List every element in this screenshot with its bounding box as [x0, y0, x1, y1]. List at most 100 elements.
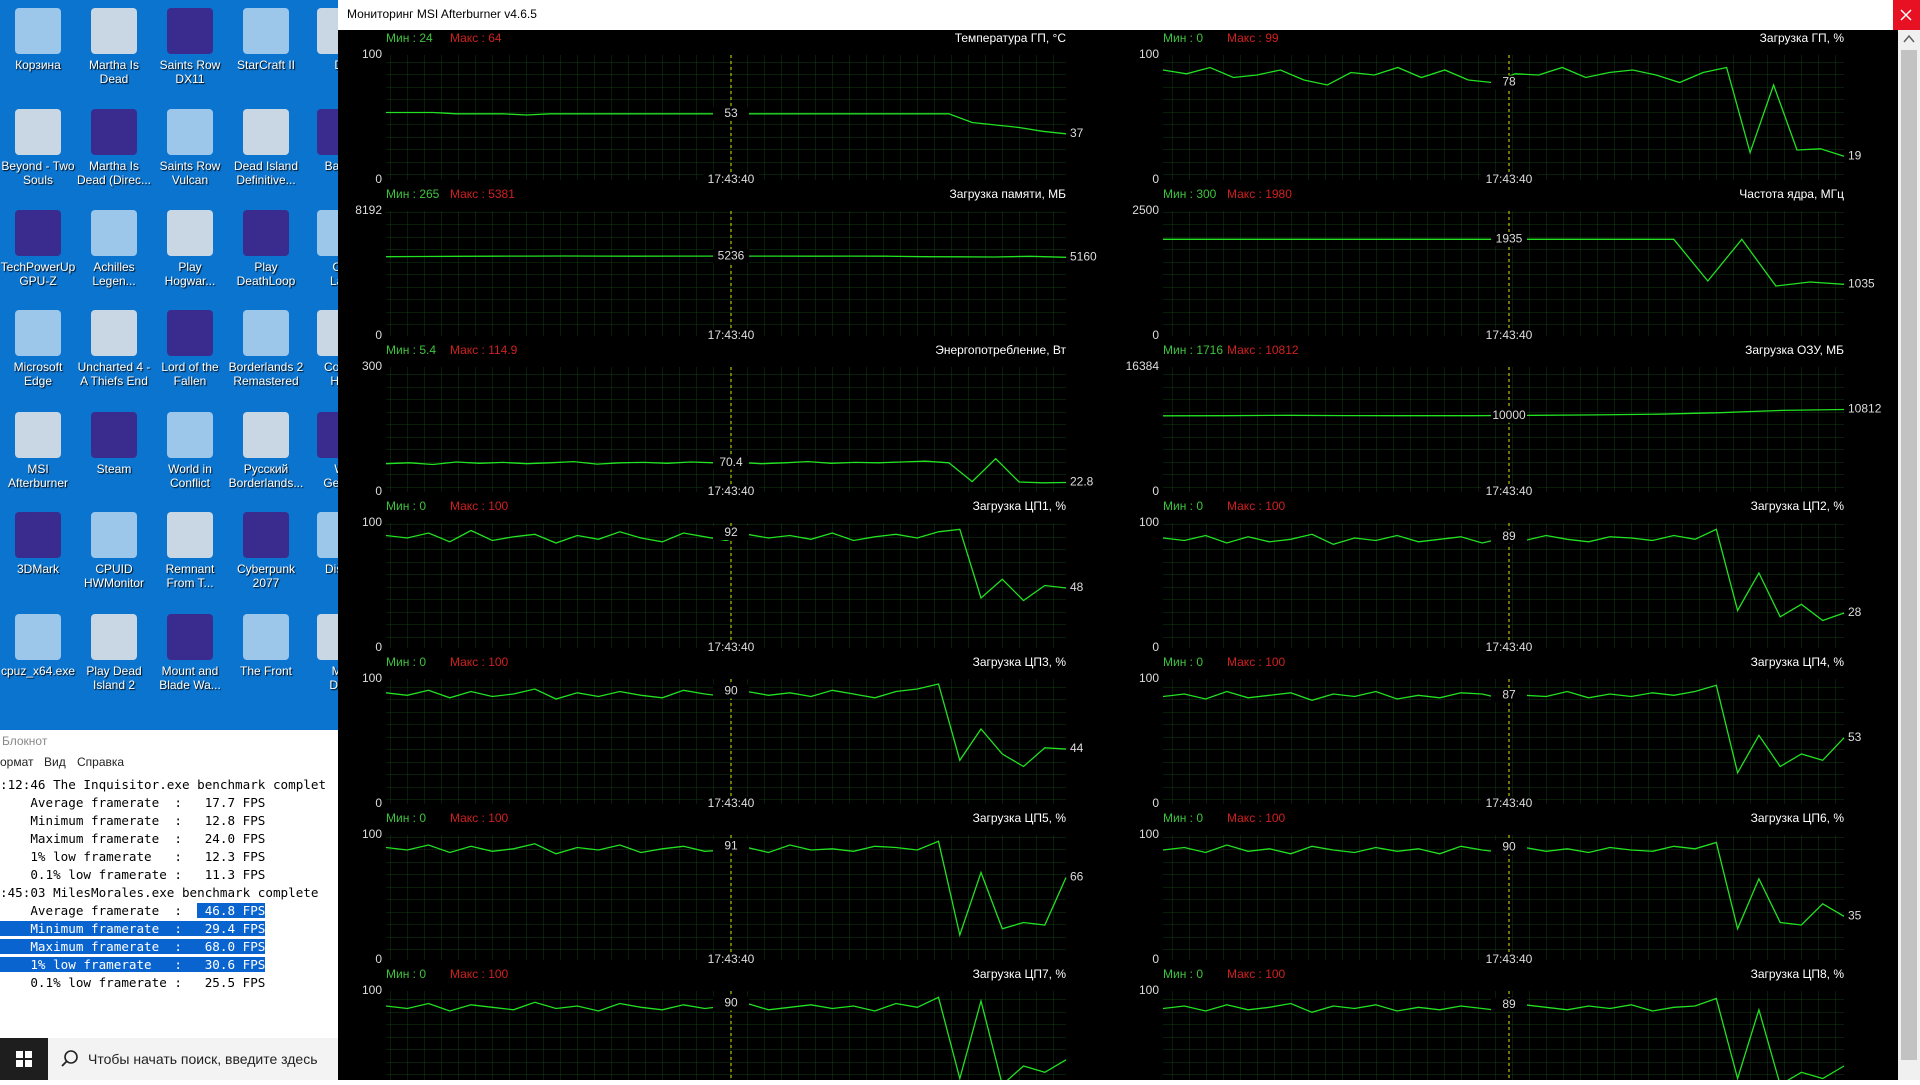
- cursor-value: 89: [1502, 529, 1516, 543]
- text: Minimum framerate : 12.8 FPS: [0, 813, 266, 828]
- desktop-icon[interactable]: Play Hogwar...: [152, 210, 228, 288]
- desktop-icon[interactable]: Cyberpunk 2077: [228, 512, 304, 590]
- desktop-icon[interactable]: Comp Her: [302, 310, 338, 388]
- desktop-icon[interactable]: Martha Is Dead: [76, 8, 152, 86]
- desktop-icon[interactable]: Beyond - Two Souls: [0, 109, 76, 187]
- close-icon: [1900, 9, 1912, 21]
- desktop-icon[interactable]: Baldu: [302, 109, 338, 173]
- y-max-label: 2500: [1132, 203, 1159, 217]
- desktop-icon[interactable]: TechPowerUp GPU-Z: [0, 210, 76, 288]
- desktop-icon[interactable]: Achilles Legen...: [76, 210, 152, 288]
- menu-item[interactable]: Вид: [44, 755, 66, 769]
- desktop-icon[interactable]: Lord of the Fallen: [152, 310, 228, 388]
- y-max-label: 100: [362, 515, 382, 529]
- menu-item[interactable]: Справка: [77, 755, 125, 769]
- scroll-thumb[interactable]: [1901, 50, 1917, 1060]
- icon-label: Remnant From T...: [165, 562, 215, 590]
- current-value: 66: [1070, 870, 1084, 884]
- icon-label: Play Dead Island 2: [86, 664, 142, 692]
- y-max-label: 8192: [355, 203, 382, 217]
- icon-image: [91, 109, 137, 155]
- desktop-icon[interactable]: Remnant From T...: [152, 512, 228, 590]
- icon-label: Dead Island Definitive...: [233, 159, 299, 187]
- desktop-icon[interactable]: CPUID HWMonitor: [76, 512, 152, 590]
- y-min-label: 0: [375, 172, 382, 186]
- desktop-icon[interactable]: Dead Island Definitive...: [228, 109, 304, 187]
- icon-image: [91, 8, 137, 54]
- cursor-time: 17:43:40: [708, 796, 755, 810]
- desktop-icon[interactable]: Корзина: [0, 8, 76, 72]
- y-max-label: 100: [1139, 671, 1159, 685]
- text-line: 1% low framerate : 12.3 FPS: [0, 848, 338, 866]
- icon-label: Mount and Blade Wa...: [159, 664, 221, 692]
- desktop-icon[interactable]: The Front: [228, 614, 304, 678]
- plot-area: [1163, 211, 1844, 336]
- desktop-icon[interactable]: Steam: [76, 412, 152, 476]
- desktop-icon[interactable]: MSI Afterburner: [0, 412, 76, 490]
- current-value: 10812: [1848, 402, 1882, 416]
- desktop-icon[interactable]: W Gener: [302, 412, 338, 490]
- desktop-icon[interactable]: Русский Borderlands...: [228, 412, 304, 490]
- icon-label: Cyberpunk 2077: [236, 562, 296, 590]
- desktop-icon[interactable]: World in Conflict: [152, 412, 228, 490]
- desktop-icon[interactable]: Co Lau: [302, 210, 338, 288]
- graph-min: Мин : 0: [386, 967, 426, 981]
- desktop-icon[interactable]: Uncharted 4 - A Thiefs End: [76, 310, 152, 388]
- time-bg: [703, 485, 759, 499]
- icon-image: [15, 412, 61, 458]
- desktop-icon[interactable]: Saints Row Vulcan: [152, 109, 228, 187]
- icon-label: Saints Row Vulcan: [159, 159, 221, 187]
- graph-min: Мин : 0: [1163, 967, 1203, 981]
- text-line: 0.1% low framerate : 11.3 FPS: [0, 866, 338, 884]
- icon-image: [317, 412, 338, 458]
- search-placeholder: Чтобы начать поиск, введите здесь: [88, 1051, 318, 1067]
- graph-min: Мин : 1716: [1163, 343, 1223, 357]
- icon-label: W Gener: [323, 462, 338, 490]
- desktop-icon[interactable]: Play DeathLoop: [228, 210, 304, 288]
- graph-max: Макс : 100: [1227, 655, 1286, 669]
- icon-image: [243, 109, 289, 155]
- desktop-icon[interactable]: Saints Row DX11: [152, 8, 228, 86]
- desktop-icon[interactable]: Disint: [302, 512, 338, 576]
- icon-image: [15, 8, 61, 54]
- desktop-icon[interactable]: StarCraft II: [228, 8, 304, 72]
- cursor-value: 87: [1502, 687, 1516, 701]
- cursor-time: 17:43:40: [708, 640, 755, 654]
- cursor-value: 78: [1502, 75, 1516, 89]
- icon-image: [243, 512, 289, 558]
- menu-item[interactable]: ормат: [0, 755, 34, 769]
- text-area[interactable]: :12:46 The Inquisitor.exe benchmark comp…: [0, 772, 338, 992]
- desktop-icon[interactable]: cpuz_x64.exe: [0, 614, 76, 678]
- graph-max: Макс : 1980: [1227, 187, 1292, 201]
- desktop-icon[interactable]: Microsoft Edge: [0, 310, 76, 388]
- plot-area: [386, 523, 1066, 648]
- icon-image: [15, 210, 61, 256]
- desktop-icon[interactable]: 3DMark: [0, 512, 76, 576]
- graph-max: Макс : 10812: [1227, 343, 1299, 357]
- current-value: 48: [1070, 580, 1084, 594]
- cursor-time: 17:43:40: [708, 328, 755, 342]
- scroll-up[interactable]: [1903, 34, 1915, 43]
- icon-label: Microsoft Edge: [13, 360, 63, 388]
- desktop-icon[interactable]: Ma Defi: [302, 614, 338, 692]
- desktop-icon[interactable]: Borderlands 2 Remastered: [228, 310, 304, 388]
- search-box[interactable]: Чтобы начать поиск, введите здесь: [48, 1038, 338, 1080]
- icon-image: [243, 210, 289, 256]
- start-button[interactable]: [0, 1038, 48, 1080]
- desktop-icon[interactable]: Martha Is Dead (Direc...: [76, 109, 152, 187]
- icon-label: Martha Is Dead: [88, 58, 139, 86]
- graph-max: Макс : 114.9: [450, 343, 518, 357]
- text: 0.1% low framerate : 25.5 FPS: [0, 975, 266, 990]
- desktop-icon[interactable]: Mount and Blade Wa...: [152, 614, 228, 692]
- graph-max: Макс : 99: [1227, 31, 1279, 45]
- graph: Мин : 0 Макс : 99 Загрузка ГП, % 100 0 17:43:…: [1139, 31, 1862, 187]
- desktop-icon[interactable]: Di: [302, 8, 338, 72]
- graph-max: Макс : 100: [1227, 499, 1286, 513]
- cursor-time: 17:43:40: [708, 952, 755, 966]
- selected-text: Maximum framerate : 68.0 FPS: [0, 939, 266, 954]
- cursor-value: 53: [724, 106, 738, 120]
- graph: Мин : 0 Макс : 100 Загрузка ЦП4, % 100 0 17:4…: [1139, 655, 1862, 811]
- text-line: Average framerate : 17.7 FPS: [0, 794, 338, 812]
- desktop-icon[interactable]: Play Dead Island 2: [76, 614, 152, 692]
- y-min-label: 0: [375, 328, 382, 342]
